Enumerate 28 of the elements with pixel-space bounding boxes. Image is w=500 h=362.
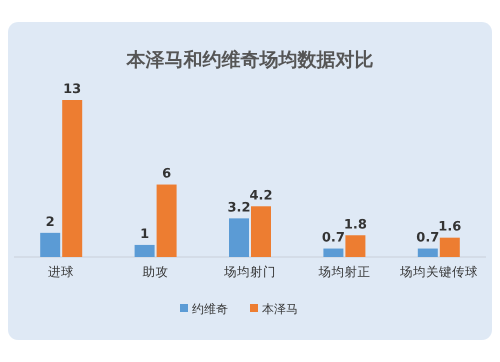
x-tick-label: 助攻 (142, 264, 169, 279)
data-label: 4.2 (249, 188, 273, 204)
data-label: 1 (140, 226, 150, 242)
data-label: 1.6 (438, 220, 462, 235)
data-label: 0.7 (322, 230, 345, 246)
legend-label: 约维奇 (192, 302, 228, 316)
legend-label: 本泽马 (262, 302, 298, 316)
data-label: 6 (162, 166, 172, 182)
bar (134, 244, 155, 257)
bar (156, 184, 177, 257)
data-label: 3.2 (227, 200, 251, 216)
x-tick-label: 场均关键传球 (398, 264, 478, 279)
x-tick-label: 进球 (48, 264, 74, 279)
bar (40, 232, 60, 257)
data-label: 0.7 (416, 230, 440, 246)
x-tick-label: 场均射门 (223, 264, 276, 279)
data-label: 13 (63, 82, 82, 97)
bar (345, 235, 366, 257)
bar (229, 218, 249, 257)
bar (251, 206, 271, 257)
data-label: 1.8 (344, 217, 367, 232)
chart-title: 本泽马和约维奇场均数据对比 (126, 49, 374, 71)
x-tick-label: 场均射正 (317, 264, 370, 279)
bar (418, 248, 438, 257)
bar (62, 100, 82, 257)
data-label: 2 (46, 214, 55, 230)
bar (323, 248, 344, 257)
bar (440, 238, 460, 257)
